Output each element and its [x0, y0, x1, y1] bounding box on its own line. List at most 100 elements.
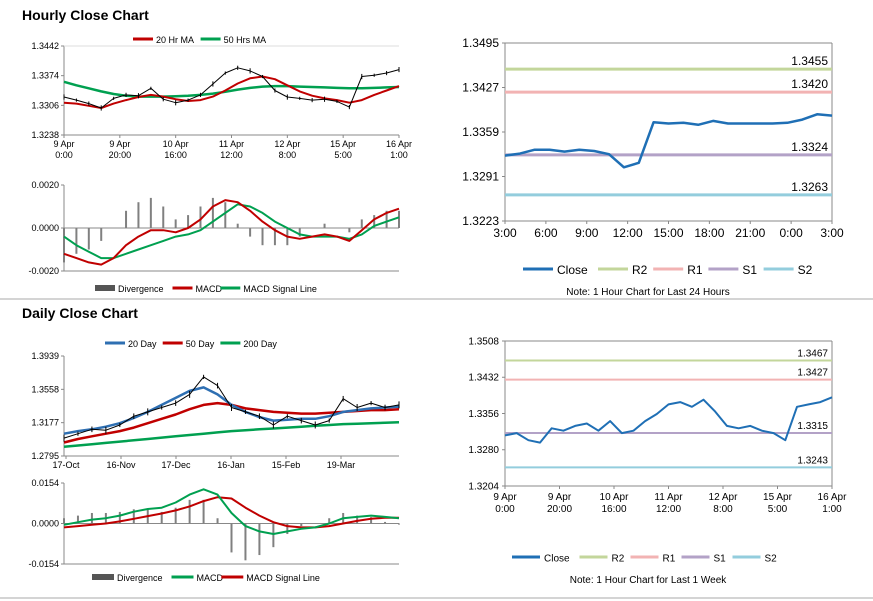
- series-50-hrs-ma: [63, 80, 400, 98]
- legend-label: 20 Day: [128, 339, 157, 349]
- y-tick-label: 1.3508: [468, 336, 499, 347]
- hourly-macd-chart: 0.0020 0.0000 -0.0020 Divergence MACD MACD Si…: [28, 180, 400, 294]
- x-tick-label: 9 Apr: [548, 492, 572, 503]
- x-tick-label: 9 Apr: [109, 139, 130, 149]
- x-tick-label: 16 Apr: [386, 139, 412, 149]
- legend-swatch: [95, 285, 115, 291]
- level-label-r2: 1.3467: [797, 349, 828, 360]
- y-tick-label: 1.3359: [462, 125, 499, 139]
- x-tick-label: 6:00: [534, 226, 558, 240]
- legend-label: Divergence: [117, 573, 163, 583]
- x-tick-label: 9 Apr: [493, 492, 517, 503]
- legend-label: Close: [557, 263, 588, 277]
- x-tick-label: 12:00: [220, 150, 243, 160]
- y-tick-label: 0.0154: [31, 478, 59, 488]
- x-tick-label: 12:00: [656, 504, 681, 515]
- y-tick-label: 0.0020: [31, 180, 59, 190]
- y-tick-label: 1.3939: [31, 351, 59, 361]
- y-tick-label: 1.3442: [31, 41, 59, 51]
- y-tick-label: 1.3291: [462, 170, 499, 184]
- legend-label: 200 Day: [243, 339, 277, 349]
- x-tick-label: 5:00: [334, 150, 352, 160]
- x-tick-label: 20:00: [109, 150, 132, 160]
- x-tick-label: 17-Dec: [161, 460, 191, 470]
- y-tick-label: 1.3204: [468, 481, 499, 492]
- x-tick-label: 11 Apr: [219, 139, 244, 149]
- x-tick-label: 17-Oct: [52, 460, 80, 470]
- x-tick-label: 12 Apr: [274, 139, 300, 149]
- y-tick-label: 0.0000: [31, 223, 59, 233]
- level-label-s1: 1.3315: [797, 421, 828, 432]
- y-tick-label: -0.0154: [28, 559, 59, 569]
- x-tick-label: 12:00: [613, 226, 643, 240]
- legend-label: MACD: [196, 284, 223, 294]
- y-tick-label: 0.0000: [31, 519, 59, 529]
- legend-label: MACD: [197, 573, 224, 583]
- x-tick-label: 1:00: [390, 150, 408, 160]
- y-tick-label: 1.3558: [31, 384, 59, 394]
- x-tick-label: 18:00: [694, 226, 724, 240]
- x-tick-label: 16:00: [601, 504, 626, 515]
- x-tick-label: 10 Apr: [600, 492, 630, 503]
- legend-label: 50 Hrs MA: [224, 35, 267, 45]
- legend-label: R1: [663, 553, 676, 564]
- x-tick-label: 9 Apr: [53, 139, 74, 149]
- x-tick-label: 15-Feb: [272, 460, 301, 470]
- series-close: [63, 67, 400, 109]
- x-tick-label: 15:00: [653, 226, 683, 240]
- x-tick-label: 19-Mar: [327, 460, 356, 470]
- y-tick-label: 1.2795: [31, 451, 59, 461]
- x-tick-label: 15 Apr: [763, 492, 793, 503]
- x-tick-label: 16-Nov: [106, 460, 136, 470]
- x-tick-label: 21:00: [735, 226, 765, 240]
- legend-swatch: [92, 574, 114, 580]
- level-label-r1: 1.3420: [791, 77, 828, 91]
- legend-label: S1: [714, 553, 727, 564]
- series-macd: [63, 199, 400, 266]
- series-close: [504, 113, 833, 169]
- x-tick-label: 0:00: [55, 150, 73, 160]
- x-tick-label: 16-Jan: [217, 460, 245, 470]
- level-label-s2: 1.3263: [791, 180, 828, 194]
- y-tick-label: 1.3427: [462, 81, 499, 95]
- legend-label: 50 Day: [186, 339, 215, 349]
- daily-note: Note: 1 Hour Chart for Last 1 Week: [570, 575, 728, 586]
- x-tick-label: 3:00: [493, 226, 517, 240]
- y-tick-label: 1.3306: [31, 100, 59, 110]
- x-tick-label: 8:00: [279, 150, 297, 160]
- daily-close-chart-title: Daily Close Chart: [22, 305, 138, 321]
- y-tick-label: 1.3238: [31, 130, 59, 140]
- x-tick-label: 12 Apr: [709, 492, 739, 503]
- legend-label: R2: [632, 263, 648, 277]
- y-tick-label: -0.0020: [28, 266, 59, 276]
- level-label-r2: 1.3455: [791, 54, 828, 68]
- series-macd-signal-line: [63, 496, 399, 529]
- x-tick-label: 1:00: [822, 504, 842, 515]
- y-tick-label: 1.3374: [31, 71, 59, 81]
- legend-label: Divergence: [118, 284, 164, 294]
- x-tick-label: 0:00: [779, 226, 803, 240]
- legend-label: R1: [687, 263, 703, 277]
- legend-label: Close: [544, 553, 570, 564]
- x-tick-label: 16 Apr: [818, 492, 848, 503]
- legend-label: MACD Signal Line: [243, 284, 317, 294]
- legend-label: S1: [742, 263, 757, 277]
- legend-label: S2: [798, 263, 813, 277]
- legend-label: MACD Signal Line: [246, 573, 320, 583]
- series-close: [63, 376, 400, 439]
- x-tick-label: 0:00: [495, 504, 515, 515]
- y-tick-label: 1.3495: [462, 36, 499, 50]
- legend-label: R2: [612, 553, 625, 564]
- hourly-note: Note: 1 Hour Chart for Last 24 Hours: [566, 287, 729, 298]
- x-tick-label: 20:00: [547, 504, 572, 515]
- hourly-close-chart-title: Hourly Close Chart: [22, 7, 149, 23]
- y-tick-label: 1.3432: [468, 373, 499, 384]
- level-label-s1: 1.3324: [791, 140, 828, 154]
- x-tick-label: 11 Apr: [654, 492, 683, 503]
- series-macd: [63, 488, 400, 535]
